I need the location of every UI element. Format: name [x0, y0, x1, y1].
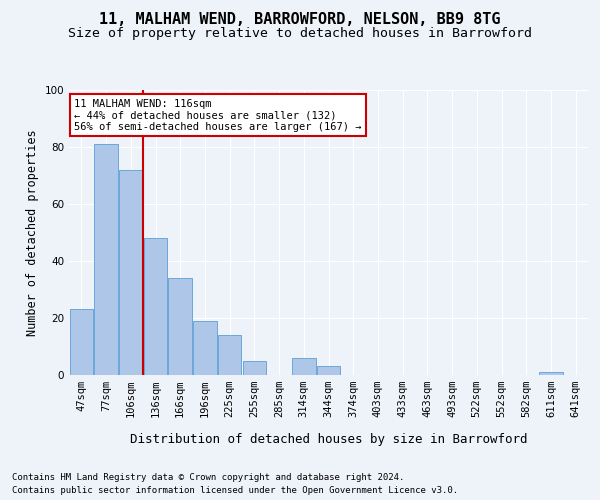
Bar [193, 321, 217, 375]
Bar [218, 335, 241, 375]
Text: Contains public sector information licensed under the Open Government Licence v3: Contains public sector information licen… [12, 486, 458, 495]
Text: Contains HM Land Registry data © Crown copyright and database right 2024.: Contains HM Land Registry data © Crown c… [12, 472, 404, 482]
Bar [70, 310, 93, 375]
Bar [169, 278, 192, 375]
Bar [292, 358, 316, 375]
Bar [94, 144, 118, 375]
Bar [242, 361, 266, 375]
Text: 11, MALHAM WEND, BARROWFORD, NELSON, BB9 8TG: 11, MALHAM WEND, BARROWFORD, NELSON, BB9… [99, 12, 501, 28]
Bar [317, 366, 340, 375]
Bar [144, 238, 167, 375]
Bar [119, 170, 143, 375]
Text: Distribution of detached houses by size in Barrowford: Distribution of detached houses by size … [130, 432, 527, 446]
Text: Size of property relative to detached houses in Barrowford: Size of property relative to detached ho… [68, 26, 532, 40]
Text: 11 MALHAM WEND: 116sqm
← 44% of detached houses are smaller (132)
56% of semi-de: 11 MALHAM WEND: 116sqm ← 44% of detached… [74, 98, 362, 132]
Y-axis label: Number of detached properties: Number of detached properties [26, 129, 39, 336]
Bar [539, 372, 563, 375]
